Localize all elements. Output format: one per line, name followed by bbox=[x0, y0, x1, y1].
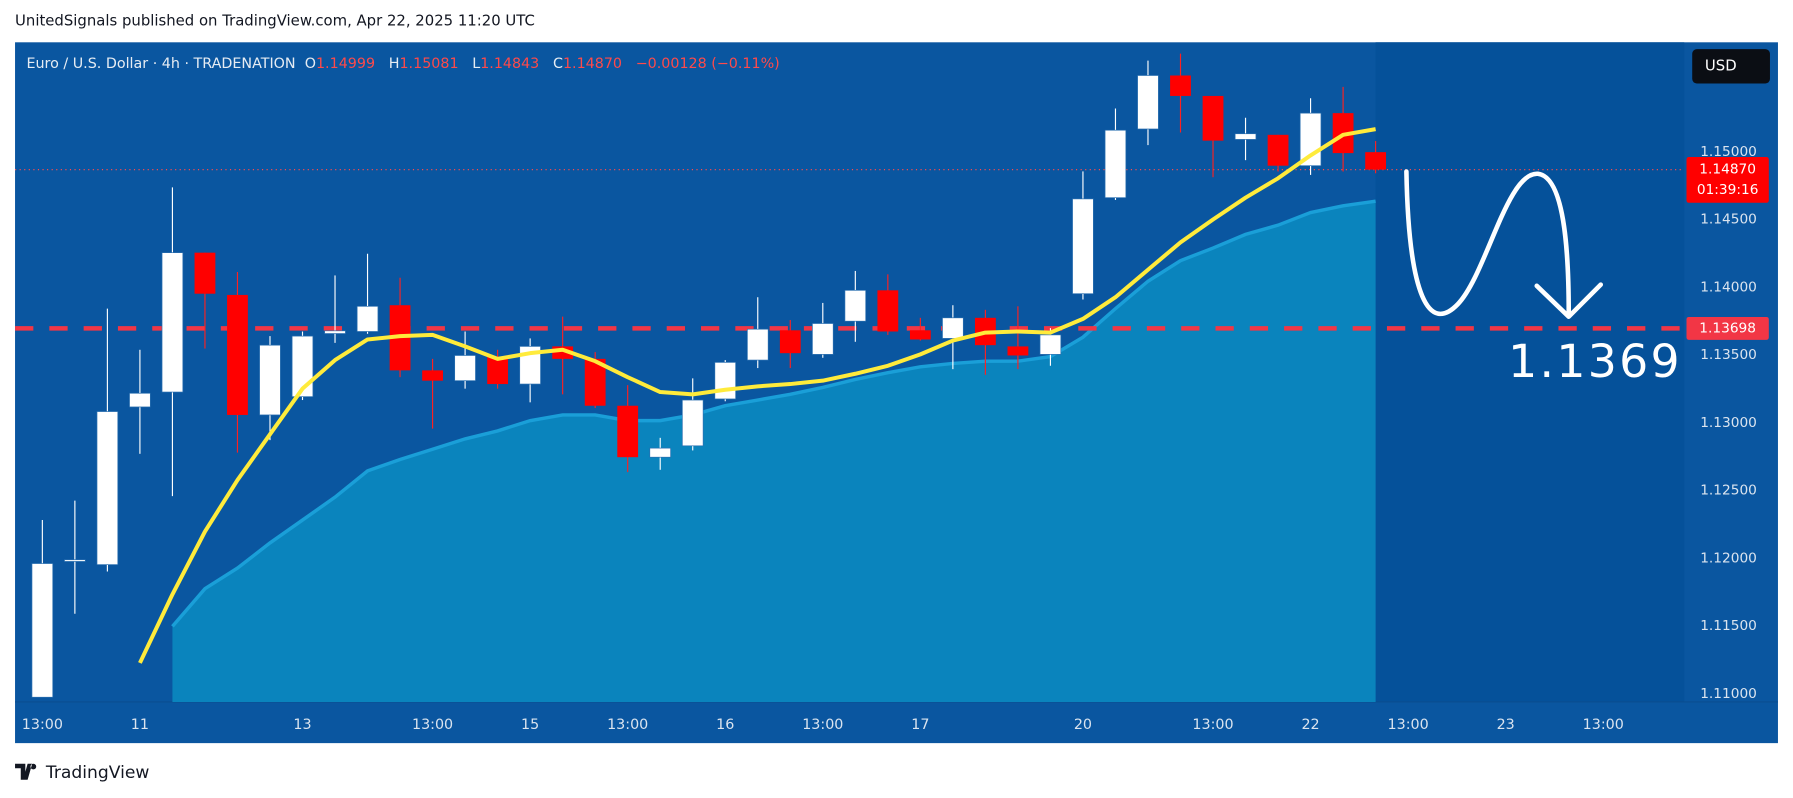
candle-body bbox=[259, 344, 281, 416]
y-tick-label: 1.12000 bbox=[1700, 550, 1757, 566]
countdown: 01:39:16 bbox=[1697, 182, 1759, 198]
y-tick-label: 1.13000 bbox=[1700, 415, 1757, 431]
y-tick-label: 1.14000 bbox=[1700, 279, 1757, 295]
x-tick-label: 20 bbox=[1074, 717, 1092, 733]
legend-label: C bbox=[553, 56, 563, 72]
y-tick-label: 1.12500 bbox=[1700, 483, 1757, 499]
legend-change: −0.00128 (−0.11%) bbox=[636, 56, 780, 72]
legend-label: O bbox=[305, 56, 316, 72]
legend-value: 1.14843 bbox=[480, 56, 539, 72]
symbol: Euro / U.S. Dollar · 4h · TRADENATION bbox=[26, 56, 295, 72]
x-tick-label: 13:00 bbox=[1583, 717, 1624, 733]
arrow-head bbox=[1534, 282, 1604, 319]
y-tick-label: 1.11000 bbox=[1700, 686, 1757, 702]
currency-label[interactable]: USD bbox=[1705, 56, 1737, 74]
candle-body bbox=[747, 328, 769, 361]
legend-value: 1.14870 bbox=[563, 56, 622, 72]
candle-body bbox=[1234, 133, 1257, 140]
publish-header: UnitedSignals published on TradingView.c… bbox=[15, 12, 535, 30]
level-tag bbox=[1686, 316, 1769, 340]
x-tick-label: 13:00 bbox=[412, 717, 453, 733]
legend-label: H bbox=[389, 56, 400, 72]
legend: Euro / U.S. Dollar · 4h · TRADENATION O1… bbox=[26, 56, 779, 72]
candle-body bbox=[324, 330, 346, 334]
candle-body bbox=[1267, 134, 1289, 166]
footer: TradingView bbox=[15, 763, 149, 783]
currency-button-bg[interactable] bbox=[1692, 49, 1770, 84]
x-tick-label: 13:00 bbox=[22, 717, 63, 733]
x-tick-label: 13:00 bbox=[607, 717, 648, 733]
candle-body bbox=[454, 355, 476, 382]
legend-label: L bbox=[472, 56, 480, 72]
last-price-tag bbox=[1686, 157, 1769, 203]
legend-value: 1.14999 bbox=[316, 56, 375, 72]
candle-body bbox=[909, 330, 931, 340]
x-tick-label: 22 bbox=[1301, 717, 1319, 733]
moving-average bbox=[138, 127, 1376, 664]
candle-body bbox=[1170, 75, 1191, 96]
y-tick-label: 1.11500 bbox=[1700, 618, 1757, 634]
area-line bbox=[171, 199, 1376, 628]
candle-body bbox=[1072, 198, 1094, 295]
candle-body bbox=[356, 305, 379, 332]
x-tick-label: 16 bbox=[716, 717, 734, 733]
candle-body bbox=[194, 252, 216, 294]
axes: 1.11000 1.11500 1.12000 1.12500 1.13000 1.135… bbox=[22, 144, 1769, 733]
plot-area bbox=[15, 53, 1685, 702]
currency-button[interactable]: USD bbox=[1692, 49, 1770, 84]
last-price-label: 1.14870 bbox=[1699, 162, 1756, 178]
candle-body bbox=[779, 330, 801, 354]
candle-body bbox=[1039, 334, 1062, 355]
candle-body bbox=[96, 411, 119, 565]
candle-body bbox=[877, 290, 899, 332]
target-annotation: 1.1369 bbox=[1508, 335, 1682, 388]
level-tag-label: 1.13698 bbox=[1699, 320, 1756, 336]
candle-body bbox=[584, 358, 606, 406]
y-tick-label: 1.15000 bbox=[1700, 144, 1757, 160]
candle-body bbox=[487, 356, 509, 385]
candle-body bbox=[31, 563, 54, 698]
candle-body bbox=[1202, 95, 1224, 141]
legend-value: 1.15081 bbox=[399, 56, 458, 72]
x-tick-label: 15 bbox=[521, 717, 539, 733]
x-tick-label: 11 bbox=[131, 717, 149, 733]
area-fill bbox=[172, 201, 1376, 702]
tv-logo bbox=[15, 763, 37, 780]
candle-body bbox=[227, 294, 248, 415]
drawn-arrow bbox=[1404, 169, 1604, 319]
candle-body bbox=[129, 392, 151, 408]
x-tick-label: 23 bbox=[1497, 717, 1515, 733]
candle-body bbox=[1104, 129, 1127, 199]
candle-body bbox=[422, 370, 443, 381]
y-tick-label: 1.13500 bbox=[1700, 347, 1757, 363]
candle-body bbox=[649, 447, 671, 458]
candle-body bbox=[812, 323, 834, 355]
candle-body bbox=[617, 405, 639, 458]
candle-body bbox=[714, 362, 736, 400]
candle-body bbox=[681, 399, 704, 447]
candle-body bbox=[64, 559, 86, 562]
x-tick-label: 13 bbox=[293, 717, 311, 733]
footer-brand: TradingView bbox=[45, 763, 149, 783]
candle-body bbox=[1365, 152, 1387, 170]
x-tick-label: 13:00 bbox=[1388, 717, 1429, 733]
x-tick-label: 13:00 bbox=[1192, 717, 1233, 733]
candle-body bbox=[161, 252, 184, 393]
future-region bbox=[1375, 42, 1685, 702]
arrow-curve bbox=[1404, 169, 1572, 317]
candle-body bbox=[942, 317, 964, 339]
candle-body bbox=[1137, 75, 1159, 130]
candle-body bbox=[844, 289, 867, 322]
y-tick-label: 1.14500 bbox=[1700, 212, 1757, 228]
candle-body bbox=[1007, 346, 1029, 356]
x-tick-label: 17 bbox=[911, 717, 929, 733]
x-tick-label: 13:00 bbox=[802, 717, 843, 733]
